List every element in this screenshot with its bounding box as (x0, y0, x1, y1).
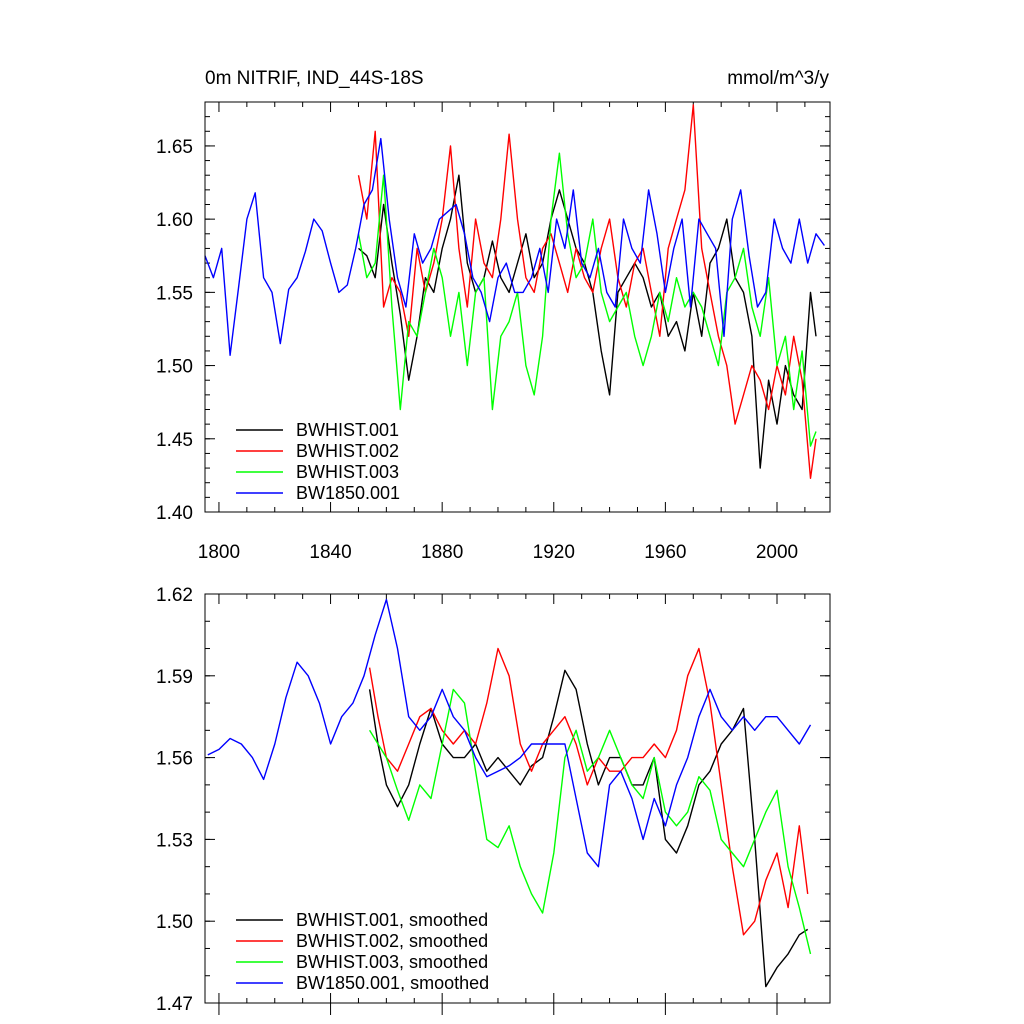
y-tick-label: 1.62 (156, 585, 193, 606)
series-line-3 (357, 152, 817, 447)
legend-label: BWHIST.003 (296, 462, 399, 482)
y-tick-label: 1.53 (156, 830, 193, 851)
series-line-4 (204, 137, 825, 356)
top-axis-ticks: 1800 1840 1880 1920 1960 2000 1.40 1.45 1.50 1.55… (156, 102, 830, 563)
legend-label: BW1850.001, smoothed (296, 973, 489, 993)
x-tick-label: 1880 (421, 542, 463, 563)
legend-label: BWHIST.001 (296, 420, 399, 440)
series-line-3 (369, 688, 812, 955)
x-tick-label: 2000 (756, 542, 798, 563)
legend-label: BWHIST.002, smoothed (296, 931, 488, 951)
x-tick-label: 1960 (644, 542, 686, 563)
y-tick-label: 1.65 (156, 137, 193, 158)
bottom-axis-ticks: 1.47 1.50 1.53 1.56 1.59 1.62 (156, 585, 830, 1015)
y-tick-label: 1.59 (156, 667, 193, 688)
y-tick-label: 1.55 (156, 283, 193, 304)
y-tick-label: 1.50 (156, 912, 193, 933)
legend-label: BWHIST.003, smoothed (296, 952, 488, 972)
y-tick-label: 1.47 (156, 994, 193, 1015)
x-tick-label: 1920 (533, 542, 575, 563)
y-tick-label: 1.45 (156, 430, 193, 451)
series-line-1 (368, 669, 809, 988)
units-label: mmol/m^3/y (727, 68, 829, 89)
top-panel: 0m NITRIF, IND_44S-18S mmol/m^3/y 1800 18… (156, 68, 831, 563)
x-tick-label: 1800 (198, 542, 240, 563)
top-plot-lines (204, 104, 825, 479)
series-line-4 (207, 598, 812, 868)
y-tick-label: 1.50 (156, 357, 193, 378)
chart-title: 0m NITRIF, IND_44S-18S (205, 68, 424, 89)
bottom-plot-frame (204, 593, 831, 1004)
legend-label: BW1850.001 (296, 483, 400, 503)
legend-label: BWHIST.002 (296, 441, 399, 461)
series-line-1 (358, 174, 817, 469)
bottom-panel: 1.47 1.50 1.53 1.56 1.59 1.62 BWHIST.001, smo… (156, 585, 831, 1015)
legend-label: BWHIST.001, smoothed (296, 910, 488, 930)
y-tick-label: 1.60 (156, 210, 193, 231)
x-tick-label: 1840 (309, 542, 351, 563)
series-line-2 (368, 647, 809, 936)
bottom-plot-lines (207, 598, 812, 988)
series-line-2 (357, 104, 817, 479)
y-tick-label: 1.56 (156, 749, 193, 770)
y-tick-label: 1.40 (156, 503, 193, 524)
top-plot-frame (204, 101, 831, 513)
